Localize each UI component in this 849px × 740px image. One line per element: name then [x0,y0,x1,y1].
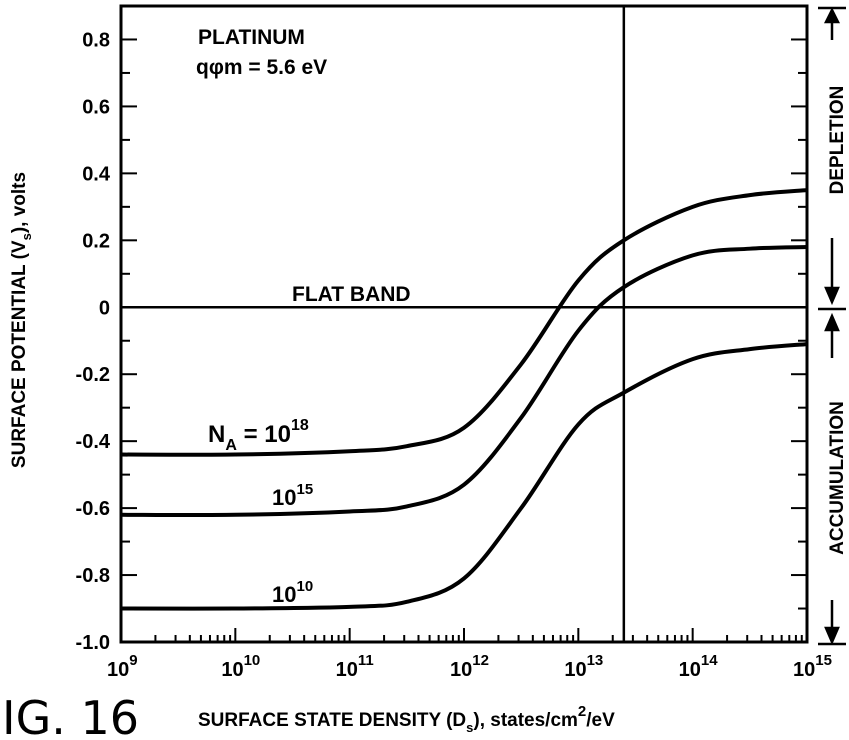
x-tick-label: 1015 [793,652,832,681]
depletion-label: DEPLETION [827,86,848,195]
y-tick-label: -1.0 [76,632,110,654]
flat-band-label: FLAT BAND [292,283,411,306]
x-tick-label: 1010 [221,652,260,681]
x-tick-label: 109 [107,652,138,681]
series-line-na15 [120,245,808,518]
series-label-na10: 1010 [272,578,313,607]
x-tick-label: 1011 [336,652,374,681]
work-function-label: qφm = 5.6 eV [196,56,327,79]
y-tick-label: -0.6 [76,498,110,520]
y-tick-labels: 0.8 0.6 0.4 0.2 0 -0.2 -0.4 -0.6 -0.8 -1.0 [76,29,111,654]
series-group [120,188,808,611]
x-axis-title: SURFACE STATE DENSITY (Ds), states/cm2/e… [198,703,615,735]
accumulation-arrow-up-head [824,312,840,332]
y-tick-label: -0.2 [76,364,110,386]
y-tick-label: -0.4 [76,431,111,453]
x-tick-labels: 109 1010 1011 1012 1013 1014 1015 [107,652,832,681]
x-tick-label: 1012 [450,652,489,681]
series-line-na10 [120,342,808,611]
plot-frame [119,4,809,644]
x-tick-label: 1014 [679,652,719,681]
y-tick-label: -0.8 [76,565,110,587]
region-markers [818,6,846,646]
depletion-arrow-up-head [823,7,841,24]
series-label-na15: 1015 [272,481,313,510]
x-tick-label: 1013 [564,652,603,681]
accumulation-label: ACCUMULATION [827,401,848,555]
y-tick-label: 0.2 [82,230,110,252]
depletion-arrow-down-head [824,286,840,306]
series-line-na18 [120,188,808,457]
y-tick-label: 0.6 [82,96,110,118]
figure-label: IG. 16 [2,691,139,740]
y-tick-label: 0 [99,297,110,319]
material-label: PLATINUM [198,26,305,49]
y-tick-label: 0.8 [82,29,110,51]
accumulation-arrow-down-head [824,626,840,646]
axis-ticks [120,5,807,643]
y-axis-title: SURFACE POTENTIAL (Vs), volts [9,172,34,468]
y-tick-label: 0.4 [82,163,111,185]
series-label-na18: NA = 1018 [208,417,309,454]
